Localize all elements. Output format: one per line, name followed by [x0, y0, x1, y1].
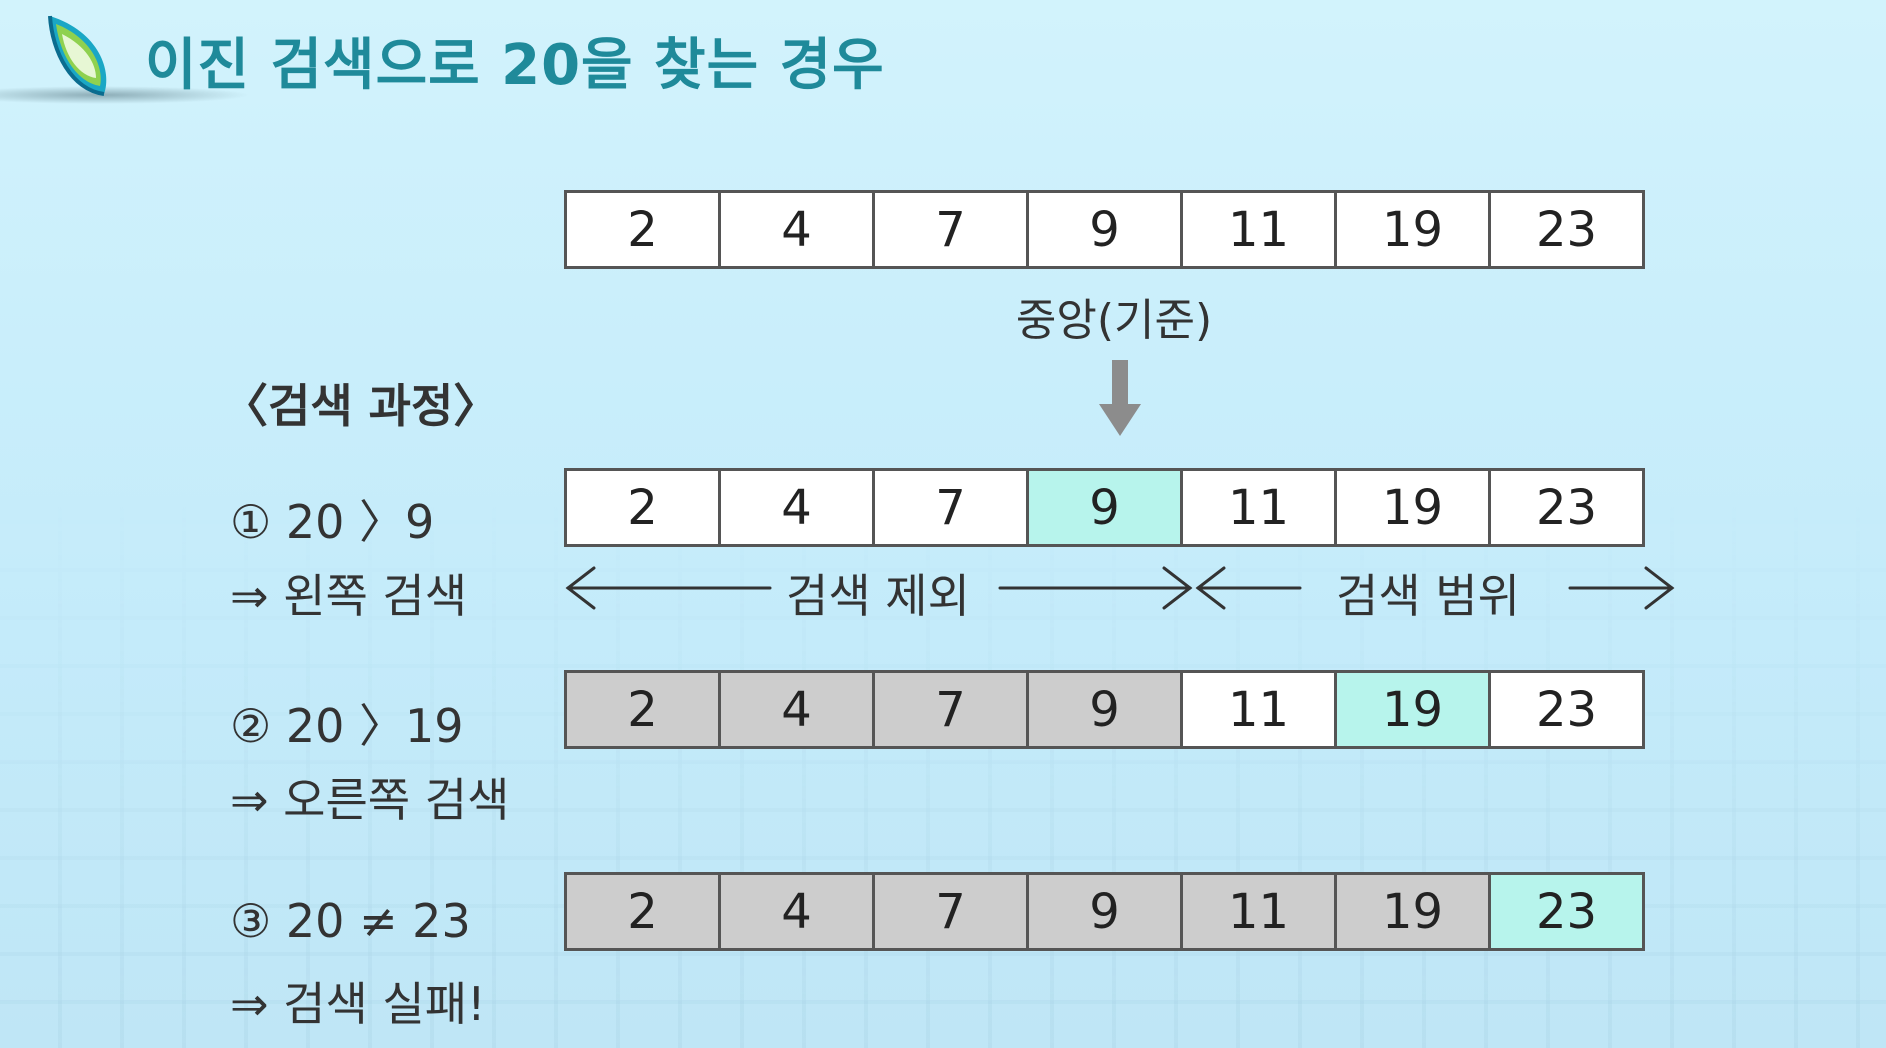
array-cell: 23 — [1488, 670, 1645, 749]
step-3-comparison: ③ 20 ≠ 23 — [230, 894, 471, 948]
array-step-2: 2 4 7 9 11 19 23 — [564, 670, 1645, 749]
search-range-label: 검색 범위 — [1336, 569, 1520, 623]
array-step-1: 2 4 7 9 11 19 23 — [564, 468, 1645, 547]
array-cell: 4 — [718, 468, 875, 547]
step-2-result: ⇒ 오른쪽 검색 — [230, 773, 510, 827]
leaf-logo-icon — [48, 15, 107, 96]
range-arrows — [565, 566, 1675, 610]
array-cell: 7 — [872, 872, 1029, 951]
excluded-left-arrowhead — [565, 566, 596, 610]
array-cell: 7 — [872, 468, 1029, 547]
array-cell: 23 — [1488, 872, 1645, 951]
array-cell: 9 — [1026, 872, 1183, 951]
excluded-right-arrowhead — [1162, 566, 1193, 610]
array-cell: 4 — [718, 872, 875, 951]
array-step-3: 2 4 7 9 11 19 23 — [564, 872, 1645, 951]
array-cell: 2 — [564, 468, 721, 547]
array-cell: 2 — [564, 872, 721, 951]
array-initial: 2 4 7 9 11 19 23 — [564, 190, 1645, 269]
array-cell: 4 — [718, 670, 875, 749]
excluded-label: 검색 제외 — [786, 569, 970, 623]
array-cell: 23 — [1488, 468, 1645, 547]
step-1-comparison: ① 20 〉9 — [230, 495, 435, 549]
header-shadow — [0, 86, 250, 104]
array-cell: 11 — [1180, 670, 1337, 749]
array-cell: 19 — [1334, 190, 1491, 269]
array-cell: 19 — [1334, 468, 1491, 547]
array-cell: 2 — [564, 670, 721, 749]
range-left-arrowhead — [1195, 566, 1226, 610]
array-cell: 9 — [1026, 190, 1183, 269]
array-cell: 11 — [1180, 468, 1337, 547]
down-arrow-icon — [1099, 360, 1141, 436]
array-cell: 11 — [1180, 190, 1337, 269]
middle-label: 중앙(기준) — [1015, 295, 1213, 346]
array-cell: 9 — [1026, 670, 1183, 749]
array-cell: 7 — [872, 190, 1029, 269]
array-cell: 19 — [1334, 670, 1491, 749]
array-cell: 2 — [564, 190, 721, 269]
array-cell: 4 — [718, 190, 875, 269]
step-1-result: ⇒ 왼쪽 검색 — [230, 569, 468, 623]
process-heading: 〈검색 과정〉 — [222, 379, 500, 433]
range-right-arrowhead — [1644, 566, 1675, 610]
page-title: 이진 검색으로 20을 찾는 경우 — [145, 33, 885, 98]
step-2-comparison: ② 20 〉19 — [230, 699, 464, 753]
array-cell: 19 — [1334, 872, 1491, 951]
array-cell: 23 — [1488, 190, 1645, 269]
array-cell: 7 — [872, 670, 1029, 749]
array-cell: 11 — [1180, 872, 1337, 951]
array-cell: 9 — [1026, 468, 1183, 547]
step-3-result: ⇒ 검색 실패! — [230, 977, 486, 1031]
